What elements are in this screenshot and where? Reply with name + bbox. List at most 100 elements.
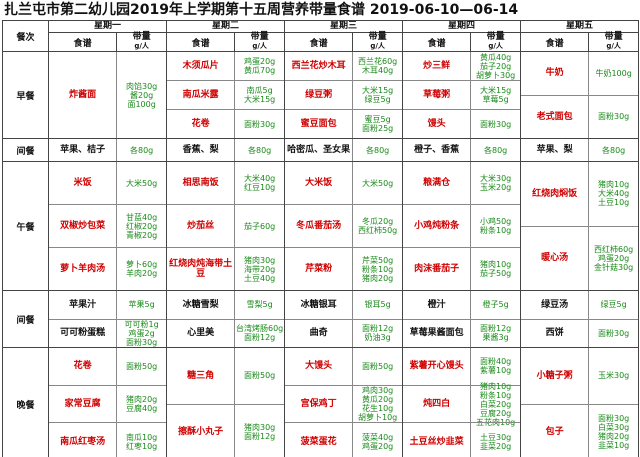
amount: 茄子50g	[480, 269, 512, 278]
amount: 面粉30g	[244, 119, 276, 129]
dish-name: 南瓜红枣汤	[60, 436, 106, 447]
amount: 土豆30g	[480, 432, 512, 442]
amount: 面粉30g	[598, 112, 630, 122]
amount: 黄瓜20g	[362, 395, 394, 404]
dish: 心里美 台湾烤肠60g 面粉12g	[167, 318, 284, 347]
unit: g/人	[252, 42, 267, 50]
dish-amounts: 雪梨5g	[234, 291, 283, 319]
meal-row: 早餐 炸酱面 肉馅30g 酱20g 面100g 木须瓜片 鸡蛋20g 黄瓜70g 南瓜米露 南瓜5…	[2, 51, 639, 139]
dish-list: 花卷 面粉50g 家常豆腐 猪肉20g 豆腐40g 南瓜红枣汤 南瓜10g 红枣10g	[49, 348, 166, 457]
amount: 小鸡50g	[480, 217, 512, 226]
day-name: 星期五	[521, 22, 638, 33]
meal-label: 间餐	[2, 290, 49, 348]
amount: 鸡蛋20g	[362, 441, 394, 451]
amount: 大米40g	[244, 174, 276, 183]
dish: 小糖子粥 玉米30g	[522, 348, 638, 404]
dish-amounts: 鸡蛋20g 黄瓜70g	[234, 52, 283, 80]
dish: 炸酱面 肉馅30g 酱20g 面100g	[50, 52, 166, 138]
amount: 面100g	[127, 99, 156, 109]
day-name: 星期一	[49, 22, 166, 33]
dish: 香蕉、梨 各80g	[168, 139, 284, 161]
amount: 大米15g	[362, 86, 394, 95]
dish-name: 糖三角	[187, 370, 215, 381]
dish: 曲奇 面粉12g 奶油3g	[285, 318, 402, 347]
dish: 糖三角 面粉50g	[168, 348, 284, 404]
amount: 蜜豆5g	[364, 115, 391, 124]
amount: 猪肉10g	[480, 381, 512, 391]
dish: 暖心汤 西红柿60g 鸡蛋20g 金针菇30g	[521, 225, 638, 290]
day-cell: 苹果、桔子 各80g	[48, 138, 167, 162]
dish-amounts: 苹果5g	[116, 291, 165, 319]
day-cell: 苹果、梨 各80g	[520, 138, 639, 162]
dish-name: 绿豆粥	[305, 90, 333, 100]
amount: 玉米30g	[598, 371, 630, 381]
day-cell: 绿豆汤 绿豆5g 西饼 面粉30g	[520, 290, 639, 348]
amount: 绿豆5g	[600, 300, 627, 310]
dish-name: 西饼	[545, 328, 564, 339]
dish: 橙子、香蕉 各80g	[404, 139, 520, 161]
dish-amounts: 茄子60g	[234, 205, 283, 247]
dish: 西兰花炒木耳 西兰花60g 木耳40g	[286, 52, 402, 80]
title: 扎兰屯市第二幼儿园2019年上学期第十五周营养带量食谱 2019-06-10—0…	[4, 2, 519, 18]
amount: 鸡蛋2g	[128, 328, 155, 338]
amount: 面粉50g	[244, 371, 276, 381]
amount: 韭菜10g	[598, 441, 630, 451]
dish-list: 绿豆汤 绿豆5g 西饼 面粉30g	[521, 291, 638, 347]
amount: 萝卜60g	[126, 260, 158, 269]
dish-amounts: 猪肉20g 豆腐40g	[116, 385, 165, 423]
dish: 宫保鸡丁 鸡肉30g 黄瓜20g 花生10g 胡萝卜10g	[285, 384, 402, 423]
amount: 绿豆5g	[364, 95, 391, 104]
day-cell: 炸酱面 肉馅30g 酱20g 面100g	[48, 51, 167, 139]
dish-list: 糖三角 面粉50g 擦酥小丸子 猪肉30g 面粉12g	[167, 348, 284, 457]
dish-name: 老式面包	[536, 111, 573, 122]
dish-amounts: 各80g	[116, 139, 165, 161]
amount: 大米30g	[480, 174, 512, 183]
dish-amounts: 甘蓝40g 红椒20g 青椒20g	[116, 205, 165, 247]
amount: 各80g	[602, 145, 626, 155]
amount-label: 带量 g/人	[588, 33, 637, 51]
dish: 花卷 面粉30g	[167, 109, 284, 138]
amount-label: 带量 g/人	[352, 33, 401, 51]
amount: 青椒20g	[126, 230, 158, 240]
dish-name: 橙汁	[427, 299, 446, 310]
dish-name: 紫薯开心馒头	[409, 361, 464, 372]
amount: 面粉30g	[126, 337, 158, 347]
dish-list: 橙子、香蕉 各80g	[404, 139, 520, 161]
dish-name: 草莓果酱面包	[409, 328, 464, 339]
amount: 大米15g	[244, 95, 276, 104]
dish-amounts: 大米30g 玉米20g	[470, 162, 519, 204]
dish: 牛奶 牛奶100g	[522, 52, 638, 95]
amount: 猪肉30g	[244, 423, 276, 433]
amount: 苹果5g	[128, 300, 155, 310]
amount: 粉条10g	[480, 390, 512, 400]
amount: 菠菜40g	[362, 432, 394, 442]
amount: 金针菇30g	[594, 262, 634, 272]
meal-row: 晚餐 花卷 面粉50g 家常豆腐 猪肉20g 豆腐40g 南瓜红枣汤 南瓜10g 红枣10g 糖三…	[2, 347, 639, 457]
amount: 酱20g	[130, 90, 154, 100]
recipe-label: 食谱	[427, 38, 446, 49]
amount: 牛奶100g	[595, 68, 632, 78]
dish-list: 哈密瓜、圣女果 各80g	[286, 139, 402, 161]
dish-amounts: 鸡肉30g 黄瓜20g 花生10g 胡萝卜10g	[352, 385, 401, 423]
dish-amounts: 牛奶100g	[588, 52, 637, 95]
amount: 南瓜5g	[246, 86, 273, 95]
dish-name: 大馒头	[305, 361, 333, 372]
amount: 猪肉30g	[244, 255, 276, 265]
day-cell: 橙子、香蕉 各80g	[402, 138, 521, 162]
dish: 炖四白 猪肉10g 粉条10g 白菜20g 豆腐20g 五花肉10g	[403, 381, 520, 427]
amount: 大米50g	[126, 178, 158, 188]
dish-amounts: 面粉30g	[588, 95, 637, 138]
dish-name: 冰糖雪梨	[182, 299, 219, 310]
amount-title: 带量	[250, 32, 269, 42]
amount: 果酱3g	[482, 333, 509, 343]
dish-amounts: 猪肉10g 大米40g 土豆10g	[588, 162, 637, 226]
amount: 大米40g	[598, 189, 630, 199]
dish-list: 冰糖雪梨 雪梨5g 心里美 台湾烤肠60g 面粉12g	[167, 291, 284, 347]
amount: 土豆40g	[244, 273, 276, 283]
dish: 擦酥小丸子 猪肉30g 面粉12g	[167, 403, 284, 457]
recipe-label: 食谱	[309, 38, 328, 49]
dish: 炒茄丝 茄子60g	[167, 204, 284, 247]
amount: 猪肉10g	[480, 260, 512, 269]
dish-name: 心里美	[187, 328, 215, 339]
